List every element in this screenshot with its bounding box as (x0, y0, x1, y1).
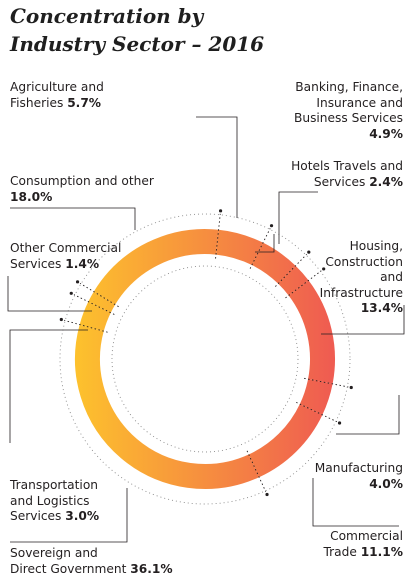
leader-other-commercial (7, 276, 92, 312)
leader-hotels (278, 191, 318, 244)
label-agriculture: Agriculture and Fisheries 5.7% (10, 80, 104, 110)
label-other-commercial: Other Commercial Services 1.4% (10, 241, 122, 271)
slice-agriculture-and-fisheries (215, 229, 264, 266)
divider-agriculture-and-fisheries (215, 213, 221, 259)
label-banking: Banking, Finance, Insurance and Business… (293, 80, 403, 141)
leader-sovereign (10, 488, 128, 543)
divider-dot-other-commercial-services (69, 291, 73, 295)
slice-transportation-and-logistics-services (79, 301, 111, 332)
label-sovereign: Sovereign and Direct Government 36.1% (10, 546, 173, 576)
title-line-1: Concentration by (10, 4, 204, 28)
slice-dividers (59, 209, 353, 497)
leader-consumption (10, 207, 136, 230)
divider-dot-commercial-trade (337, 421, 342, 425)
divider-sovereign-and-direct-government (246, 450, 267, 492)
slice-commercial-trade (248, 403, 323, 478)
slice-consumption-and-other (93, 229, 219, 305)
label-commercial-trade: Commercial Trade 11.1% (323, 529, 403, 559)
leader-agriculture (196, 116, 238, 218)
divider-dot-banking-finance-insurance-and-business-services (269, 224, 274, 228)
divider-dot-transportation-and-logistics-services (59, 317, 63, 322)
leader-manufacturing (336, 395, 400, 435)
slice-housing-construction-and-infrastructure (288, 280, 335, 384)
divider-housing-construction-and-infrastructure (285, 270, 322, 299)
divider-other-commercial-services (73, 294, 115, 315)
divider-manufacturing (304, 377, 349, 388)
label-consumption: Consumption and other 18.0% (10, 174, 154, 204)
label-transportation: Transportation and Logistics Services 3.… (10, 478, 100, 523)
leader-transportation (9, 329, 88, 443)
leader-lines (7, 116, 405, 543)
divider-transportation-and-logistics-services (64, 319, 108, 333)
divider-commercial-trade (296, 401, 338, 423)
divider-banking-finance-insurance-and-business-services (249, 228, 271, 269)
title-line-2: Industry Sector – 2016 (10, 32, 265, 56)
slice-manufacturing (299, 378, 333, 415)
leader-housing (321, 305, 405, 335)
slice-sovereign-and-direct-government (75, 324, 260, 489)
divider-dot-manufacturing (349, 385, 353, 390)
divider-hotels-travels-and-services (275, 253, 308, 287)
divider-consumption-and-other (79, 282, 119, 308)
slice-banking-finance-insurance-and-business-services (251, 242, 296, 284)
chart-title: Concentration by Industry Sector – 2016 (10, 2, 264, 58)
label-manufacturing: Manufacturing 4.0% (314, 461, 403, 491)
inner-dotted-guide (111, 265, 299, 453)
label-hotels: Hotels Travels and Services 2.4% (291, 159, 403, 189)
slice-other-commercial-services (88, 291, 116, 313)
leader-commercial-trade (312, 478, 399, 527)
outer-dotted-guide (59, 213, 351, 505)
divider-dot-hotels-travels-and-services (307, 250, 311, 254)
divider-dot-sovereign-and-direct-government (265, 492, 269, 497)
leader-banking (255, 234, 275, 253)
divider-dot-consumption-and-other (75, 280, 80, 284)
label-housing: Housing, Construction and Infrastructure… (319, 239, 403, 315)
divider-dot-housing-construction-and-infrastructure (322, 267, 326, 271)
divider-dot-agriculture-and-fisheries (218, 209, 223, 213)
